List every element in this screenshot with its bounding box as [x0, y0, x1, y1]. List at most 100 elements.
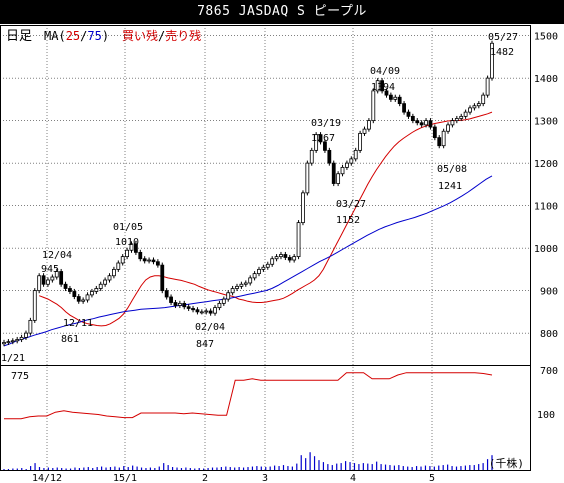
candle: [37, 273, 42, 294]
candle: [68, 285, 72, 295]
candle: [375, 78, 380, 94]
candle: [2, 339, 6, 347]
candle: [15, 336, 20, 344]
volume-bars: [3, 452, 493, 470]
price-tick-1300: 1300: [534, 117, 558, 128]
candle: [437, 135, 442, 149]
candle: [213, 305, 217, 316]
candle: [155, 259, 160, 268]
candle: [270, 256, 275, 267]
candle: [358, 130, 363, 153]
candle: [107, 273, 112, 283]
margin-balance: [4, 372, 493, 420]
candle: [235, 283, 239, 292]
candle: [112, 266, 116, 279]
candle: [287, 254, 292, 263]
candle: [410, 113, 415, 124]
candle: [397, 94, 402, 107]
candle: [160, 262, 165, 294]
candle: [81, 297, 86, 304]
candle: [314, 132, 319, 153]
candle: [151, 257, 156, 265]
candle: [138, 249, 143, 262]
candle: [261, 264, 266, 272]
candle: [446, 122, 450, 134]
candle: [380, 78, 384, 94]
candle: [367, 118, 371, 132]
date-tick-1: 15/1: [113, 473, 137, 483]
annotation-value-9: 1482: [490, 47, 514, 58]
candle: [388, 92, 393, 102]
candle: [490, 40, 494, 81]
date-tick-0: 14/12: [32, 473, 62, 483]
candlesticks: [2, 40, 494, 347]
candle: [28, 317, 33, 336]
date-axis: 14/12 15/1 2 3 4 5: [32, 473, 435, 483]
candle: [353, 147, 358, 162]
annotation-value-0: 775: [11, 371, 29, 382]
annotation-value-4: 847: [196, 339, 214, 350]
buy-balance-legend: 買い残: [122, 29, 158, 43]
candle: [468, 105, 472, 115]
candle: [24, 330, 28, 340]
candle: [59, 268, 64, 287]
candle: [274, 254, 279, 262]
candle: [94, 285, 99, 295]
candle: [125, 247, 129, 260]
margin-tick-700: 700: [540, 366, 558, 377]
date-tick-5: 5: [429, 473, 435, 483]
candle: [327, 147, 332, 166]
candle: [265, 261, 270, 270]
candle: [331, 160, 336, 187]
candle: [393, 94, 398, 102]
candle: [54, 268, 59, 280]
moving-averages: [3, 111, 493, 347]
annotation-value-8: 1241: [438, 181, 462, 192]
candle: [98, 281, 103, 292]
candle: [349, 156, 354, 166]
candle: [402, 101, 406, 115]
candle: [129, 241, 134, 253]
candle: [90, 288, 94, 298]
candle: [340, 164, 345, 177]
date-tick-2: 2: [202, 473, 208, 483]
candle: [252, 271, 257, 281]
candle: [186, 304, 191, 312]
candle: [454, 115, 459, 124]
candle: [432, 124, 437, 141]
candle: [177, 300, 182, 309]
candle: [120, 254, 125, 266]
candle: [182, 300, 187, 310]
price-tick-1000: 1000: [534, 244, 558, 255]
candle: [336, 171, 341, 187]
annotation-date-3: 01/05: [113, 222, 143, 233]
annotation-value-2: 861: [61, 334, 79, 345]
volume-tick-label: 100: [537, 410, 555, 421]
candle: [217, 300, 222, 311]
annotation-date-1: 12/04: [42, 250, 72, 261]
candle: [191, 305, 195, 313]
price-tick-1100: 1100: [534, 202, 558, 213]
candle: [450, 118, 455, 128]
date-tick-3: 3: [262, 473, 268, 483]
price-axis: 800 900 1000 1100 1200 1300 1400 1500 700: [534, 32, 558, 377]
candle: [415, 118, 420, 126]
annotation-date-9: 05/27: [488, 32, 518, 43]
ma-legend: MA(25/75): [44, 29, 109, 43]
candle: [169, 294, 173, 306]
grid-lines: [0, 25, 531, 470]
ma-sep: /: [80, 29, 87, 43]
candle: [63, 281, 68, 292]
price-annotations: 11/21 775 12/04 945 12/11 861 01/05 1010 02/04 84…: [0, 32, 518, 382]
candle: [441, 128, 446, 149]
candle: [424, 118, 428, 128]
chart-title: 7865 JASDAQ S ピープル: [0, 0, 564, 24]
candle: [283, 251, 288, 261]
candle: [85, 292, 90, 303]
candle: [103, 277, 108, 287]
candle: [72, 288, 77, 300]
candle: [239, 281, 244, 289]
candle: [292, 254, 297, 263]
candle: [301, 190, 305, 226]
